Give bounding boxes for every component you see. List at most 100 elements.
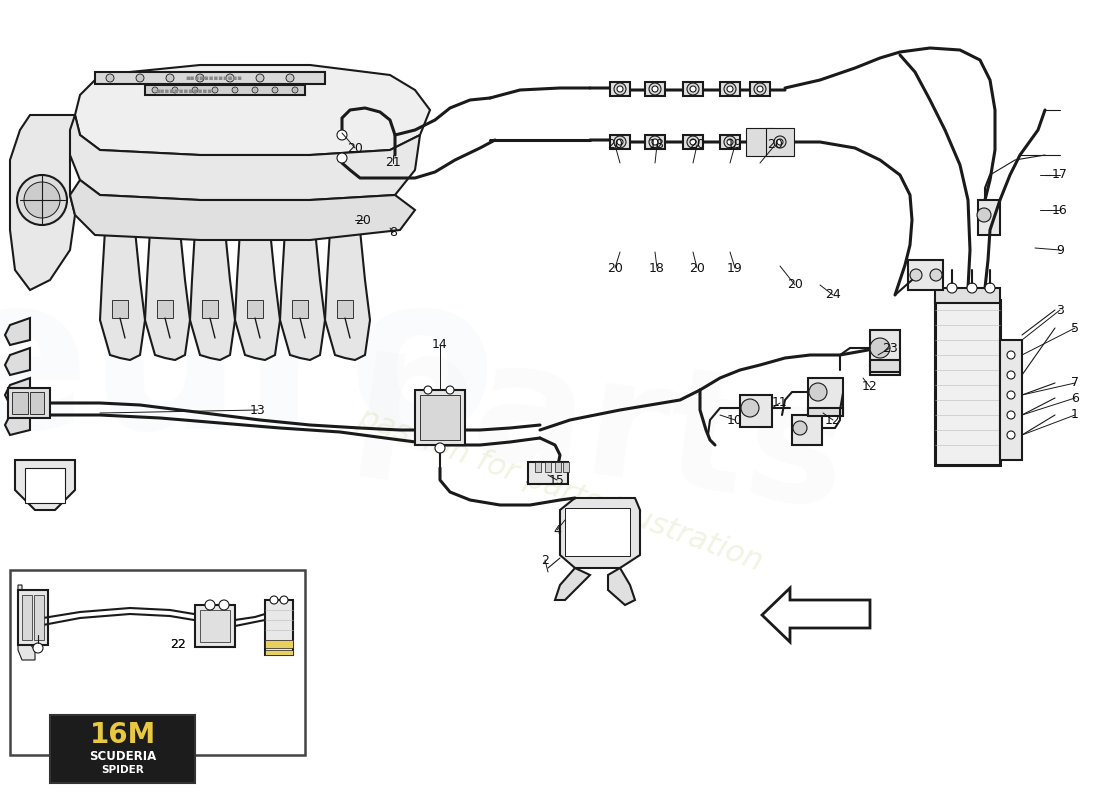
Circle shape	[614, 136, 626, 148]
Circle shape	[337, 153, 346, 163]
Circle shape	[172, 87, 178, 93]
Bar	[808, 408, 843, 416]
Circle shape	[724, 83, 736, 95]
Bar	[766, 128, 794, 156]
Circle shape	[256, 74, 264, 82]
Polygon shape	[75, 65, 430, 155]
Circle shape	[232, 87, 238, 93]
Bar	[535, 462, 541, 472]
Polygon shape	[145, 230, 190, 360]
Circle shape	[977, 208, 991, 222]
Circle shape	[652, 139, 658, 145]
Bar	[10, 570, 305, 755]
Text: 20: 20	[689, 138, 705, 151]
Bar	[18, 590, 48, 645]
Circle shape	[166, 74, 174, 82]
Circle shape	[727, 139, 733, 145]
Circle shape	[1006, 371, 1015, 379]
Bar	[556, 462, 561, 472]
Circle shape	[793, 421, 807, 435]
Text: SCUDERIA: SCUDERIA	[89, 750, 156, 762]
Circle shape	[727, 86, 733, 92]
Circle shape	[1006, 391, 1015, 399]
Circle shape	[614, 83, 626, 95]
Bar	[935, 288, 1000, 303]
Polygon shape	[70, 115, 420, 200]
Polygon shape	[10, 115, 75, 290]
Bar	[935, 300, 1000, 465]
Text: 4: 4	[553, 523, 561, 537]
Polygon shape	[6, 408, 30, 435]
Bar	[30, 392, 44, 414]
Bar	[544, 462, 551, 472]
Circle shape	[16, 175, 67, 225]
Polygon shape	[15, 460, 75, 510]
Circle shape	[1006, 431, 1015, 439]
Text: euro: euro	[0, 266, 496, 474]
Text: 20: 20	[689, 262, 705, 274]
Circle shape	[106, 74, 114, 82]
Text: 7: 7	[1071, 377, 1079, 390]
Circle shape	[757, 86, 763, 92]
Circle shape	[24, 182, 60, 218]
Circle shape	[205, 600, 214, 610]
Circle shape	[754, 83, 766, 95]
Bar	[25, 468, 65, 503]
Circle shape	[286, 74, 294, 82]
Circle shape	[617, 139, 623, 145]
Bar	[870, 330, 900, 375]
Circle shape	[649, 83, 661, 95]
Text: 16: 16	[1052, 203, 1068, 217]
Text: 22: 22	[170, 638, 186, 651]
Circle shape	[272, 87, 278, 93]
Polygon shape	[556, 568, 590, 600]
Text: 23: 23	[882, 342, 898, 354]
Circle shape	[930, 269, 942, 281]
Circle shape	[192, 87, 198, 93]
Circle shape	[724, 136, 736, 148]
Text: 5: 5	[1071, 322, 1079, 334]
Text: 8: 8	[389, 226, 397, 239]
Text: ▪▪▪▪▪▪▪▪▪▪▪▪: ▪▪▪▪▪▪▪▪▪▪▪▪	[155, 88, 212, 94]
Circle shape	[212, 87, 218, 93]
Circle shape	[196, 74, 204, 82]
Circle shape	[690, 139, 696, 145]
Text: 17: 17	[1052, 169, 1068, 182]
Bar	[746, 128, 774, 156]
Bar	[145, 85, 305, 95]
Bar	[420, 395, 460, 440]
Text: 11: 11	[772, 397, 788, 410]
Circle shape	[152, 87, 158, 93]
Text: 20: 20	[788, 278, 803, 291]
Polygon shape	[190, 230, 235, 360]
Circle shape	[292, 87, 298, 93]
Bar	[528, 462, 568, 484]
Circle shape	[617, 86, 623, 92]
Bar	[808, 378, 843, 413]
Bar	[8, 388, 50, 418]
Text: 19: 19	[727, 138, 742, 151]
Polygon shape	[100, 230, 145, 360]
Circle shape	[688, 83, 698, 95]
Bar	[34, 595, 44, 640]
Text: 19: 19	[727, 262, 742, 274]
Polygon shape	[18, 585, 35, 660]
Bar	[563, 462, 569, 472]
Bar	[157, 300, 173, 318]
Text: 6: 6	[1071, 391, 1079, 405]
Text: 18: 18	[649, 138, 664, 151]
Circle shape	[984, 283, 996, 293]
Text: 22: 22	[170, 638, 186, 651]
Circle shape	[33, 643, 43, 653]
Circle shape	[910, 269, 922, 281]
Text: 13: 13	[250, 403, 266, 417]
Bar	[200, 610, 230, 642]
Text: ▪▪▪▪▪▪▪▪▪▪▪▪: ▪▪▪▪▪▪▪▪▪▪▪▪	[185, 75, 242, 81]
Polygon shape	[762, 588, 870, 642]
Text: 3: 3	[1056, 303, 1064, 317]
Bar	[908, 260, 943, 290]
Bar	[202, 300, 218, 318]
Circle shape	[1006, 411, 1015, 419]
Circle shape	[967, 283, 977, 293]
Circle shape	[808, 383, 827, 401]
